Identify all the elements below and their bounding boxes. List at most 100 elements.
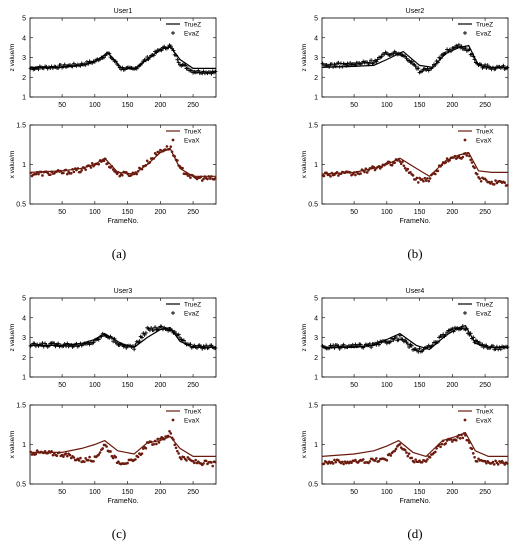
y-tick-label: 1.5 [308,123,318,130]
marker-point [174,446,178,450]
x-tick-label: 150 [122,102,134,109]
marker-point [336,60,341,65]
y-tick-label: 1 [22,95,26,102]
marker-point [470,161,474,164]
marker-point [109,450,112,453]
marker-point [402,164,406,168]
marker-point [440,442,444,446]
marker-point [439,445,442,449]
marker-point [214,177,217,180]
x-tick-label: 100 [381,489,393,496]
marker-point [341,460,344,464]
subplot-2: 50 100 150 200 250 0.5 1 1.5 x value/m FrameNo. Tr… [9,123,217,225]
legend-marker-swatch [171,418,175,422]
panel-label-c: (c) [111,526,127,541]
x-tick-label: 150 [414,209,426,216]
marker-point [373,168,377,172]
marker-point [83,460,86,464]
marker-point [475,460,479,463]
marker-point [204,343,209,348]
y-tick-label: 5 [314,296,318,303]
y-tick-label: 4 [22,315,26,322]
marker-point [506,462,509,465]
marker-point [413,460,416,464]
marker-point [79,170,82,174]
marker-point [169,145,173,148]
marker-point [337,174,340,177]
marker-point [69,171,73,175]
marker-point [371,60,376,65]
panel-label-a: (a) [111,246,127,261]
legend-marker-swatch [171,31,175,35]
marker-point [494,179,497,182]
y-tick-label: 0.5 [308,202,318,209]
marker-point [368,460,372,463]
marker-point [354,173,357,177]
series-TrueX [29,147,216,177]
y-tick-label: 5 [22,296,26,303]
x-tick-label: 200 [446,382,458,389]
x-tick-label: 50 [58,102,66,109]
marker-point [134,458,137,461]
x-tick-label: 150 [122,209,134,216]
marker-point [204,459,208,463]
legend-entry: EvaZ [184,31,199,38]
marker-point [416,66,421,71]
y-tick-label: 1 [22,162,26,169]
marker-point [145,159,149,163]
chart-title: User4 [406,288,425,295]
marker-point [399,162,403,165]
marker-point [444,442,448,445]
panel-label-d: (d) [407,526,423,541]
x-tick-label: 250 [187,382,199,389]
marker-point [406,454,410,458]
marker-point [461,436,465,440]
y-tick-label: 5 [314,16,318,23]
series-TrueZ [30,326,216,349]
marker-point [111,339,116,344]
y-tick-label: 1.5 [308,403,318,410]
marker-point [98,451,102,454]
marker-point [485,461,488,465]
marker-point [354,458,357,462]
marker-point [140,452,144,455]
marker-point [503,181,507,184]
y-axis-label: z value/m [9,44,16,72]
marker-point [369,58,374,63]
y-tick-label: 5 [22,16,26,23]
marker-point [58,62,63,67]
marker-point [393,449,396,453]
marker-point [326,462,330,465]
marker-point [92,459,95,463]
x-tick-label: 250 [479,489,491,496]
legend-entry: TrueZ [184,302,201,309]
marker-point [101,447,104,450]
marker-point [111,456,115,460]
marker-point [80,168,84,172]
marker-point [358,342,363,347]
y-tick-label: 4 [314,35,318,42]
marker-point [88,455,91,459]
marker-point [424,179,428,182]
x-tick-label: 200 [446,209,458,216]
marker-point [428,177,432,180]
legend-entry: TrueX [476,409,494,416]
x-tick-label: 200 [154,102,166,109]
marker-point [458,437,462,440]
marker-point [414,458,417,461]
marker-point [475,172,479,176]
marker-point [409,170,412,174]
y-tick-label: 0.5 [16,482,26,489]
marker-point [165,145,169,148]
y-tick-label: 1 [314,95,318,102]
marker-point [68,453,72,457]
marker-point [322,174,326,178]
marker-point [492,463,496,466]
marker-point [177,452,180,455]
y-tick-label: 1.5 [16,403,26,410]
marker-point [492,183,496,186]
legend-entry: EvaX [476,138,492,145]
marker-point [398,442,402,446]
x-tick-label: 100 [381,102,393,109]
x-tick-label: 250 [187,209,199,216]
